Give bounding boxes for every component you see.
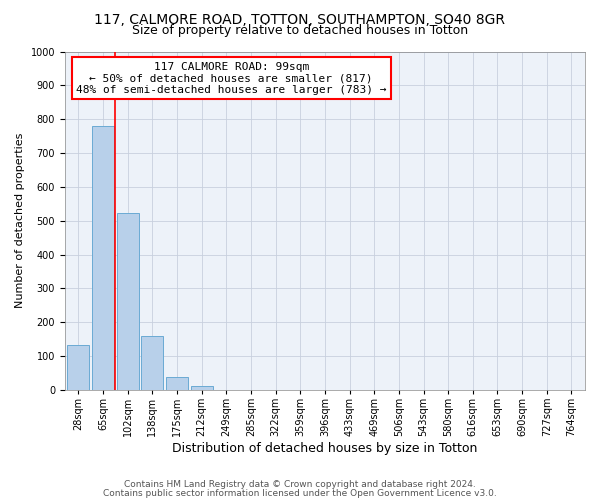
Y-axis label: Number of detached properties: Number of detached properties	[15, 133, 25, 308]
Text: 117 CALMORE ROAD: 99sqm
← 50% of detached houses are smaller (817)
48% of semi-d: 117 CALMORE ROAD: 99sqm ← 50% of detache…	[76, 62, 386, 95]
Bar	[92, 126, 114, 390]
Bar	[191, 386, 213, 390]
Text: Size of property relative to detached houses in Totton: Size of property relative to detached ho…	[132, 24, 468, 37]
Text: Contains public sector information licensed under the Open Government Licence v3: Contains public sector information licen…	[103, 488, 497, 498]
Text: Contains HM Land Registry data © Crown copyright and database right 2024.: Contains HM Land Registry data © Crown c…	[124, 480, 476, 489]
Bar	[141, 336, 163, 390]
X-axis label: Distribution of detached houses by size in Totton: Distribution of detached houses by size …	[172, 442, 478, 455]
Bar	[67, 345, 89, 390]
Text: 117, CALMORE ROAD, TOTTON, SOUTHAMPTON, SO40 8GR: 117, CALMORE ROAD, TOTTON, SOUTHAMPTON, …	[95, 12, 505, 26]
Bar	[116, 212, 139, 390]
Bar	[166, 378, 188, 390]
